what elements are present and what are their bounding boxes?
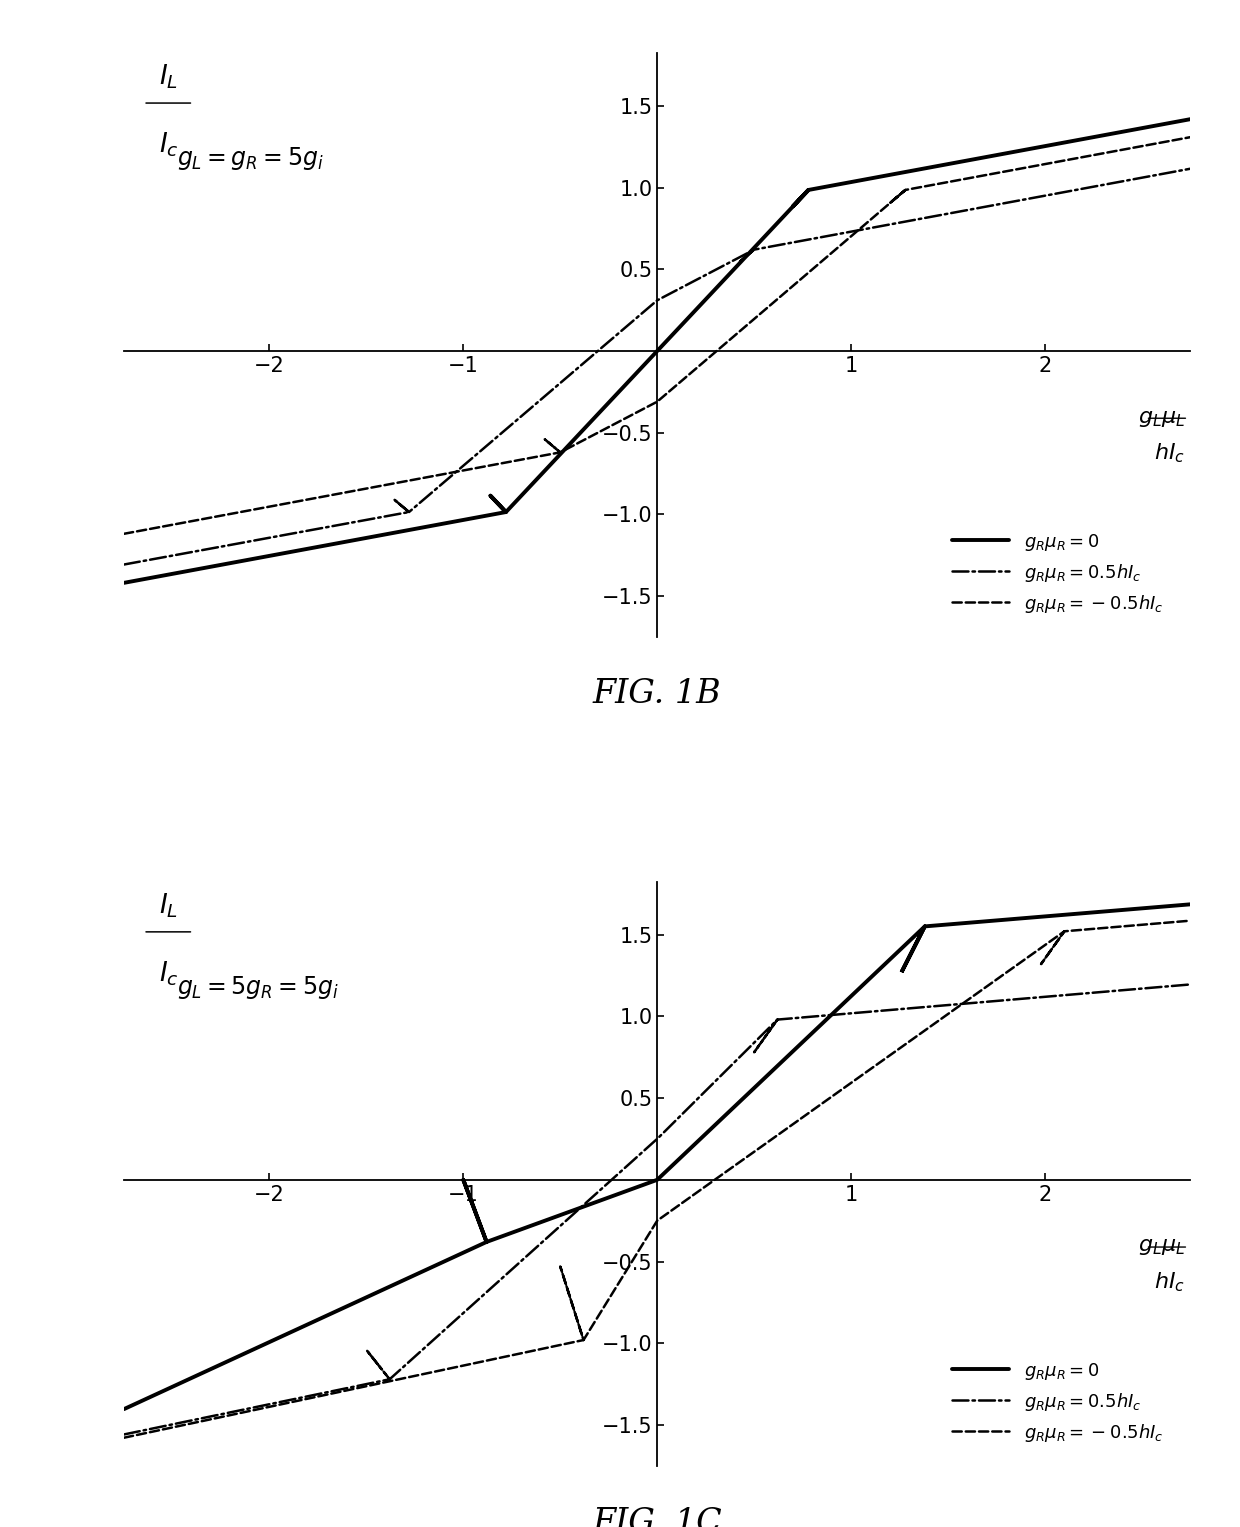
Text: $g_L \mu_L$: $g_L \mu_L$ <box>1138 406 1185 429</box>
Text: $g_L= 5g_R= 5g_i$: $g_L= 5g_R= 5g_i$ <box>177 974 339 1000</box>
Text: $hI_c$: $hI_c$ <box>1154 441 1185 466</box>
Text: $g_L \mu_L$: $g_L \mu_L$ <box>1138 1235 1185 1257</box>
Text: FIG. 1C: FIG. 1C <box>593 1507 722 1527</box>
Text: $I_L$: $I_L$ <box>159 892 179 919</box>
Legend: $g_R\mu_R= 0$, $g_R\mu_R= 0.5hI_c$, $g_R\mu_R= -0.5hI_c$: $g_R\mu_R= 0$, $g_R\mu_R= 0.5hI_c$, $g_R… <box>945 1353 1171 1451</box>
Legend: $g_R\mu_R= 0$, $g_R\mu_R= 0.5hI_c$, $g_R\mu_R= -0.5hI_c$: $g_R\mu_R= 0$, $g_R\mu_R= 0.5hI_c$, $g_R… <box>945 525 1171 621</box>
Text: $I_L$: $I_L$ <box>159 63 179 90</box>
Text: $hI_c$: $hI_c$ <box>1154 1270 1185 1293</box>
Text: $I_c$: $I_c$ <box>159 130 179 159</box>
Text: $g_L= g_R= 5g_i$: $g_L= g_R= 5g_i$ <box>177 145 324 173</box>
Text: $I_c$: $I_c$ <box>159 959 179 988</box>
Text: FIG. 1B: FIG. 1B <box>593 678 722 710</box>
